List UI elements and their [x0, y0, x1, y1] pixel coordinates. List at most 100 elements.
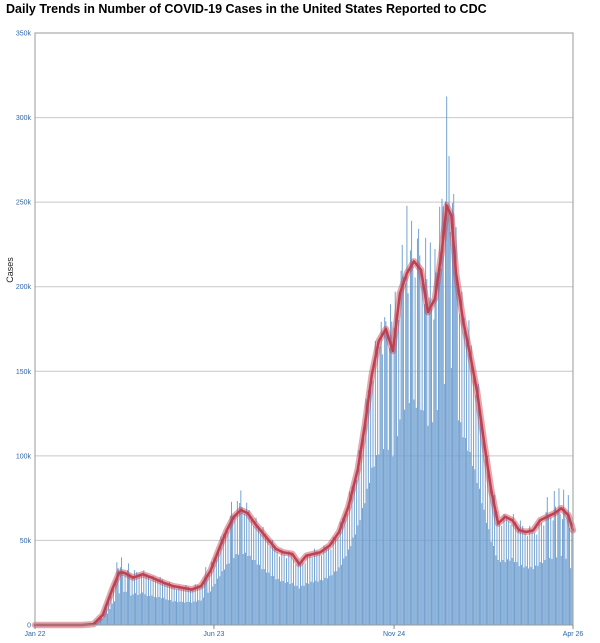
data-bar	[442, 206, 444, 626]
data-bar	[418, 228, 420, 625]
data-bar	[377, 342, 379, 625]
data-bar	[188, 601, 190, 625]
data-bar	[159, 576, 161, 625]
data-bar	[482, 435, 484, 625]
data-bar	[517, 529, 519, 625]
data-bar	[206, 574, 208, 625]
data-bar	[543, 525, 545, 625]
data-bar	[535, 565, 537, 625]
data-bar	[523, 567, 525, 625]
data-bar	[105, 606, 107, 625]
data-bar	[365, 398, 367, 625]
data-bar	[342, 518, 344, 625]
data-bar	[537, 565, 539, 625]
data-bar	[515, 521, 517, 625]
data-bar	[419, 255, 421, 625]
data-bar	[460, 422, 462, 625]
data-bar	[467, 450, 469, 625]
data-bar	[267, 540, 269, 625]
data-bar	[137, 594, 139, 625]
data-bar	[277, 578, 279, 625]
data-bar	[166, 585, 168, 625]
data-bar	[255, 517, 257, 625]
data-bar	[201, 585, 203, 625]
data-bar	[180, 587, 182, 625]
data-bar	[246, 502, 248, 625]
data-bar	[225, 532, 227, 625]
y-tick-label: 100k	[16, 453, 32, 460]
data-bar	[264, 533, 266, 625]
data-bar	[249, 555, 251, 625]
data-bar	[416, 238, 418, 625]
data-bar	[529, 525, 531, 625]
data-bar	[204, 576, 206, 625]
data-bar	[519, 520, 521, 625]
data-bar	[398, 320, 400, 625]
data-bar	[138, 573, 140, 625]
data-bar	[488, 529, 490, 625]
data-bar	[261, 569, 263, 625]
data-bar	[464, 437, 466, 625]
data-bar	[490, 541, 492, 625]
data-bar	[250, 518, 252, 625]
plot-frame	[34, 32, 574, 626]
data-bar	[388, 347, 390, 625]
axes	[34, 32, 574, 629]
data-bar	[332, 536, 334, 625]
data-bar	[245, 552, 246, 625]
data-bar	[266, 572, 268, 625]
data-bar	[184, 602, 186, 625]
data-bar	[394, 291, 396, 625]
data-bar	[412, 262, 414, 625]
data-bar	[185, 585, 187, 625]
data-bar	[411, 220, 413, 626]
data-bar	[563, 489, 565, 625]
data-bar	[544, 559, 546, 625]
data-bar	[571, 530, 573, 625]
data-bar	[553, 491, 555, 625]
chart-title: Daily Trends in Number of COVID-19 Cases…	[6, 2, 487, 16]
data-bar	[314, 548, 316, 625]
data-bar	[209, 591, 211, 625]
data-bar	[552, 520, 554, 625]
y-tick-label: 150k	[16, 369, 32, 376]
data-bar	[526, 535, 528, 625]
data-bar	[343, 558, 345, 625]
data-bar	[510, 524, 512, 625]
data-bar	[400, 270, 402, 625]
data-bar	[257, 526, 259, 625]
data-bar	[469, 451, 471, 625]
data-bar	[276, 551, 278, 625]
data-bar	[551, 559, 553, 625]
data-bar	[194, 584, 196, 625]
data-bar	[406, 205, 408, 626]
data-bar	[391, 321, 393, 625]
data-bar	[323, 545, 325, 625]
data-bar	[422, 410, 424, 625]
data-bar	[450, 368, 452, 625]
data-bar	[301, 585, 303, 625]
data-bar	[151, 595, 153, 625]
data-bar	[505, 518, 507, 625]
data-bar	[454, 249, 456, 625]
data-bar	[474, 469, 476, 625]
data-bar	[484, 459, 486, 625]
data-bar	[536, 534, 538, 625]
data-bar	[186, 601, 188, 625]
data-bar	[445, 201, 446, 626]
data-bar	[223, 569, 225, 625]
y-tick-label: 300k	[16, 115, 32, 122]
data-bar	[367, 390, 369, 625]
data-bar	[208, 573, 210, 625]
data-bar	[538, 520, 540, 625]
data-bar	[473, 370, 475, 625]
data-bar	[532, 569, 534, 625]
data-bar	[172, 601, 174, 625]
data-bar	[183, 589, 185, 625]
data-bar	[294, 585, 296, 625]
y-tick-label: 350k	[16, 31, 32, 38]
data-bar	[432, 422, 434, 625]
data-bar	[518, 566, 520, 625]
data-bar	[549, 557, 551, 625]
